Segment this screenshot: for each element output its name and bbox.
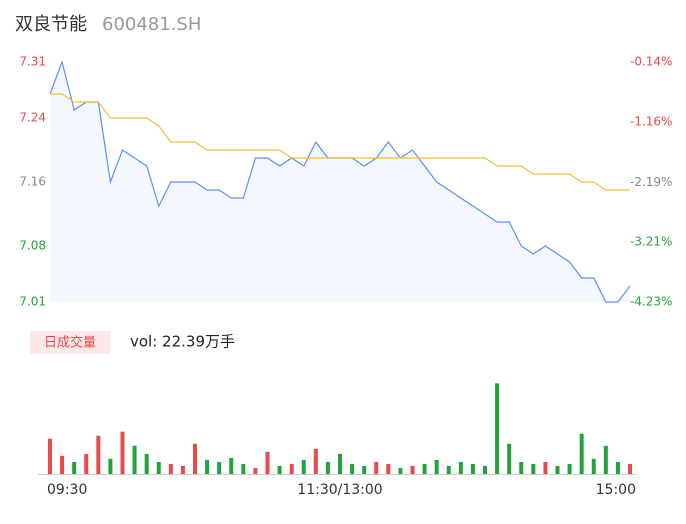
volume-bar [168,463,173,474]
volume-bar [289,463,294,474]
volume-bar [350,463,355,474]
volume-bar [301,459,306,474]
volume-bar [446,465,451,474]
price-area [50,62,630,302]
volume-bar [325,461,330,474]
volume-bar [193,443,197,474]
volume-tag [30,331,110,354]
y-tick-label: 7.01 [19,295,46,309]
volume-bar [362,465,367,474]
y-tick-label: 7.24 [19,111,46,125]
y2-tick-label: -1.16% [630,114,672,128]
volume-bar [156,461,161,474]
volume-bar [253,467,258,474]
volume-bar [398,467,403,474]
volume-bar [180,465,185,474]
volume-bar [507,443,512,474]
stock-code: 600481.SH [102,14,201,35]
volume-bar [603,445,608,474]
volume-bar [338,453,342,474]
volume-bar [241,463,246,474]
volume-bar [434,459,439,474]
volume-bar [628,463,632,474]
volume-bar [48,438,52,474]
volume-bar [374,461,379,474]
volume-bar [120,431,125,474]
volume-bar [410,465,415,474]
volume-bar [96,435,101,474]
volume-bar [84,453,89,474]
volume-bar [495,383,500,474]
y2-tick-label: -0.14% [630,55,672,69]
volume-bar [277,465,282,474]
volume-bar [386,463,391,474]
y2-tick-label: -4.23% [630,295,672,309]
volume-bar [519,461,524,474]
x-tick-label: 11:30/13:00 [297,482,382,498]
y2-tick-label: -3.21% [630,235,672,249]
x-tick-label: 15:00 [596,482,636,498]
volume-bar [470,463,475,474]
average-line [50,93,630,191]
y-tick-label: 7.31 [19,55,46,69]
volume-bar [567,463,572,474]
volume-bar [72,461,77,474]
stock-name: 双良节能 [15,14,87,35]
volume-bar [144,453,149,474]
volume-bar [458,461,463,474]
volume-bar [422,463,427,474]
volume-bar [60,455,65,474]
volume-bar [531,463,536,474]
volume-bar [543,461,548,474]
volume-tag-label: 日成交量 [44,335,96,351]
volume-bar [591,458,596,474]
volume-total: vol: 22.39万手 [130,333,235,351]
volume-bar [615,461,620,474]
volume-bar [132,445,137,474]
volume-bar [265,451,270,474]
volume-bar [579,433,584,474]
volume-bar [313,448,318,474]
volume-bar [108,458,113,474]
y-tick-label: 7.16 [19,175,46,189]
volume-bar [555,465,560,474]
volume-bar [205,459,210,474]
volume-bar [483,465,487,474]
y-tick-label: 7.08 [19,239,46,253]
volume-bar [229,457,234,474]
volume-bar [217,461,222,474]
y2-tick-label: -2.19% [630,175,672,189]
x-tick-label: 09:30 [47,482,87,498]
